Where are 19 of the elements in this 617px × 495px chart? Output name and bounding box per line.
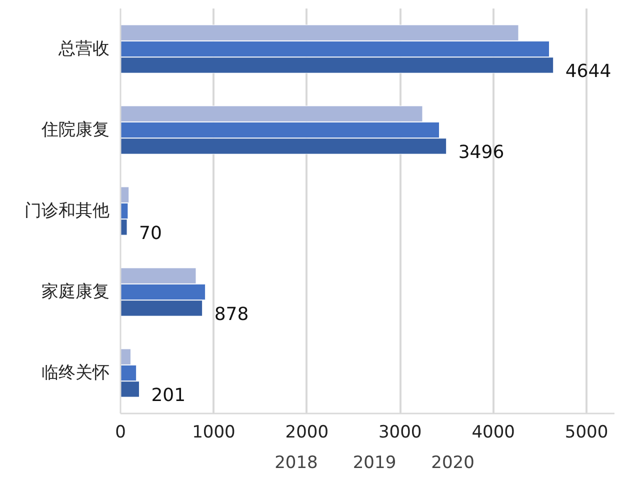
x-tick-label: 3000 [378, 422, 422, 442]
x-tick-label: 5000 [564, 422, 608, 442]
data-label: 3496 [458, 142, 504, 164]
y-tick-label: 总营收 [58, 39, 110, 59]
x-tick-label: 4000 [472, 422, 515, 442]
text: 2020 [431, 452, 474, 472]
data-label: 70 [139, 223, 162, 244]
x-tick-label: 1000 [192, 422, 236, 442]
text: 2019 [352, 452, 396, 472]
y-tick-label: 门诊和其他 [24, 201, 110, 221]
data-label: 4644 [565, 61, 612, 82]
x-tick-label: 2000 [285, 422, 329, 442]
data-label: 201 [151, 385, 186, 406]
data-label: 878 [214, 304, 249, 326]
text: 2018 [274, 452, 318, 472]
y-tick-label: 家庭康复 [42, 282, 110, 302]
x-tick-label: 0 [115, 422, 126, 442]
y-tick-label: 临终关怀 [42, 363, 110, 383]
y-tick-label: 住院康复 [40, 120, 110, 140]
